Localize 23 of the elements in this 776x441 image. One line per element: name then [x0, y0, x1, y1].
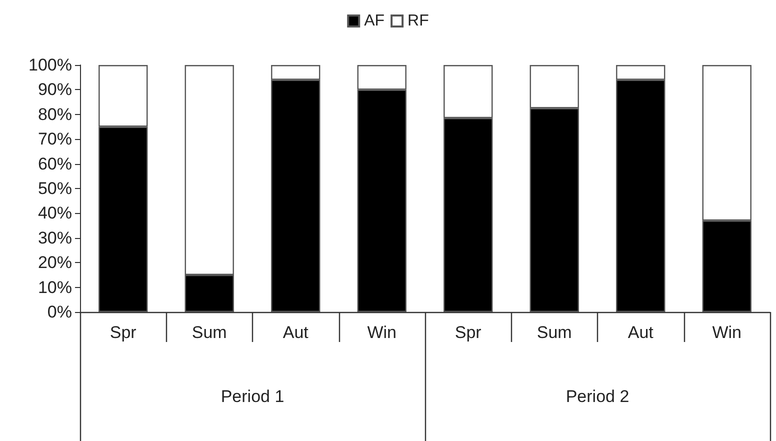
y-tick-label: 0% [47, 302, 72, 322]
legend-label: AF [364, 12, 385, 30]
y-tick-label: 40% [38, 204, 72, 223]
x-tick-label: Aut [628, 323, 654, 342]
y-tick-label: 80% [38, 104, 72, 124]
x-tick-label: Win [712, 323, 742, 342]
x-tick-label: Sum [536, 323, 572, 342]
text: Period 1 [220, 387, 284, 406]
y-tick-label: 20% [38, 253, 72, 272]
x-tick-label: Aut [282, 323, 309, 342]
y-tick-label: 10% [38, 278, 72, 297]
y-tick-label: 70% [38, 130, 72, 149]
x-tick-label: Sum [192, 323, 227, 342]
text: Period 2 [566, 387, 630, 406]
y-tick-label: 90% [38, 80, 72, 100]
y-tick-label: 30% [38, 228, 72, 248]
y-tick-label: 50% [38, 179, 72, 198]
y-tick-label: 100% [28, 56, 72, 74]
x-tick-label: Spr [110, 323, 137, 342]
x-tick-label: Spr [454, 323, 482, 342]
legend-label: RF [408, 12, 430, 30]
y-tick-label: 60% [38, 154, 72, 174]
x-tick-label: Win [367, 323, 397, 342]
